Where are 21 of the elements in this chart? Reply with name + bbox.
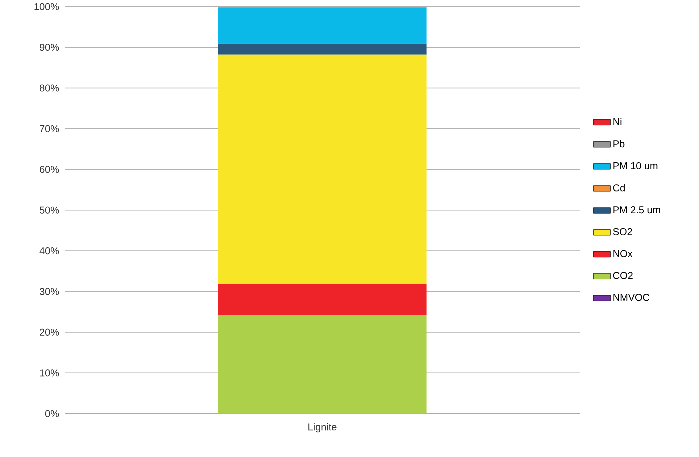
y-tick-label: 0% [45,410,60,418]
legend-label: SO2 [613,228,632,236]
y-tick-label: 30% [40,288,60,296]
legend-label: NMVOC [614,294,650,302]
y-tick-label: 80% [40,84,60,92]
y-tick-label: 90% [40,44,60,52]
x-tick-label: Lignite [308,423,337,433]
y-tick-label: 70% [40,126,60,133]
legend-label: PM 2.5 um [614,206,660,214]
y-tick-label: 100% [34,3,60,10]
y-tick-label: 50% [40,206,60,214]
y-tick-label: 60% [40,166,60,174]
legend-label: PM 10 um [614,162,658,170]
legend-label: NOx [614,250,633,258]
legend-label: CO2 [613,272,633,280]
legend-label: Cd [613,184,625,192]
y-tick-label: 10% [40,370,60,377]
y-tick-label: 20% [40,329,60,336]
legend-label: Pb [614,140,625,148]
y-tick-label: 40% [40,248,60,255]
legend-label: Ni [614,118,622,126]
